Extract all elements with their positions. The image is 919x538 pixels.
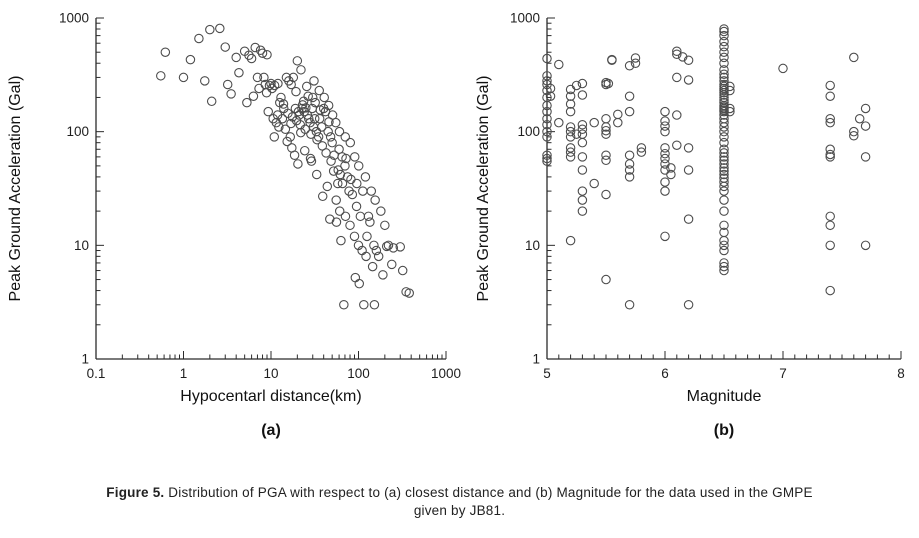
svg-text:10: 10 [74,238,89,253]
figure-caption-text: Distribution of PGA with respect to (a) … [164,485,813,519]
svg-text:(b): (b) [714,422,734,439]
svg-text:7: 7 [779,366,787,381]
svg-text:10: 10 [263,366,278,381]
svg-text:5: 5 [543,366,551,381]
chart-a: 0.1 1 10 100 1000 1 10 100 1000 Hypocentarl dista… [0,2,462,454]
svg-text:Magnitude: Magnitude [687,388,762,405]
svg-text:6: 6 [661,366,669,381]
svg-text:1000: 1000 [510,11,540,26]
svg-text:1000: 1000 [431,366,461,381]
svg-text:Peak Ground Acceleration (Gal): Peak Ground Acceleration (Gal) [475,76,492,302]
svg-text:1: 1 [532,352,540,367]
pga-vs-magnitude-chart: 5 6 7 8 1 10 100 1000 Magnitude Peak Ground Accel… [475,11,905,440]
svg-text:Hypocentarl distance(km): Hypocentarl distance(km) [180,388,361,405]
svg-text:100: 100 [517,124,540,139]
chart-b: 5 6 7 8 1 10 100 1000 Magnitude Peak Ground Accel… [462,2,919,454]
svg-text:10: 10 [525,238,540,253]
svg-text:100: 100 [347,366,370,381]
svg-text:1000: 1000 [59,11,89,26]
svg-text:1: 1 [81,352,89,367]
svg-text:Peak Ground Acceleration (Gal): Peak Ground Acceleration (Gal) [7,76,24,302]
svg-text:8: 8 [897,366,905,381]
figure-caption: Figure 5. Distribution of PGA with respe… [89,484,831,520]
figure-5: 0.1 1 10 100 1000 1 10 100 1000 Hypocentarl dista… [0,2,919,520]
svg-text:100: 100 [66,124,89,139]
svg-text:1: 1 [180,366,188,381]
svg-text:0.1: 0.1 [87,366,106,381]
figure-caption-label: Figure 5. [106,485,165,500]
charts-row: 0.1 1 10 100 1000 1 10 100 1000 Hypocentarl dista… [0,2,919,454]
svg-text:(a): (a) [261,422,281,439]
